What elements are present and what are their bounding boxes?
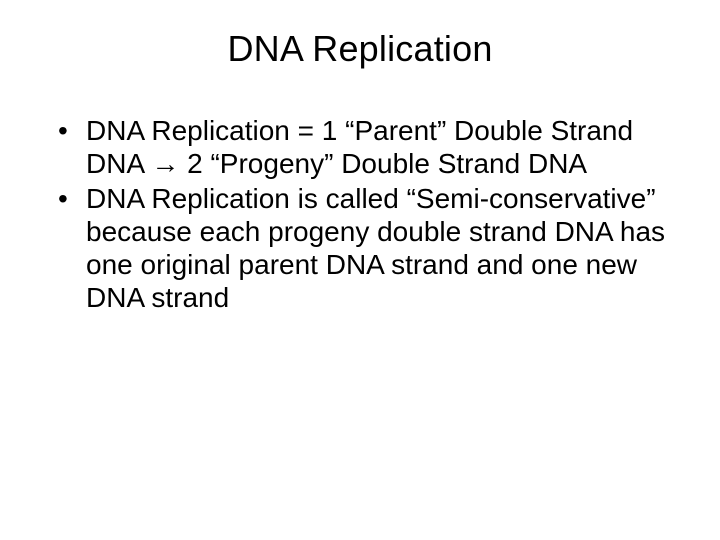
bullet-list: DNA Replication = 1 “Parent” Double Stra… xyxy=(40,114,680,314)
list-item: DNA Replication is called “Semi-conserva… xyxy=(58,182,672,314)
list-item: DNA Replication = 1 “Parent” Double Stra… xyxy=(58,114,672,180)
slide: DNA Replication DNA Replication = 1 “Par… xyxy=(0,0,720,540)
slide-title: DNA Replication xyxy=(40,28,680,70)
